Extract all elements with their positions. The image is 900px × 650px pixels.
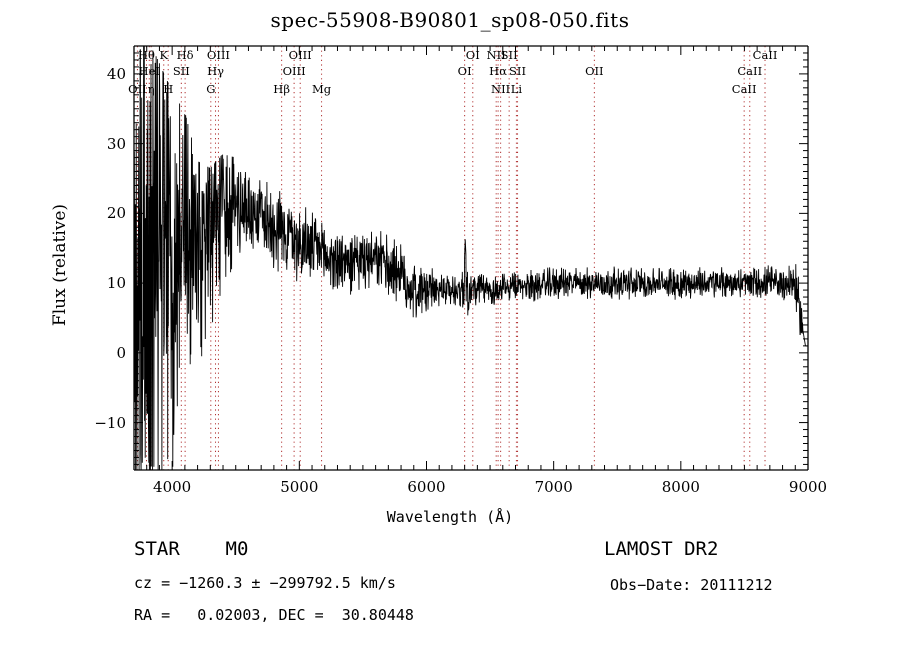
- y-tick-label-30: 30: [106, 134, 126, 153]
- line-label-NII-6548: NII: [486, 48, 506, 62]
- y-axis-label: Flux (relative): [50, 203, 70, 327]
- x-tick-label-4000: 4000: [153, 478, 192, 496]
- line-label-Li-6707: Li: [510, 82, 523, 96]
- x-tick-label-6000: 6000: [407, 478, 446, 496]
- line-label-HeI-3820: HeI: [138, 64, 160, 78]
- line-label-OIII-4364: OIII: [206, 48, 230, 62]
- y-tick-label--10: −10: [94, 413, 126, 432]
- line-label-SII-6650: SII: [500, 48, 518, 62]
- y-tick-label-20: 20: [106, 204, 126, 223]
- spectrum-trace: [133, 45, 808, 471]
- line-label-K-3934: K: [159, 48, 169, 62]
- line-label-OII-7320: OII: [585, 64, 604, 78]
- plot-axes: [133, 45, 809, 471]
- line-label-H-3798: Hθ: [137, 48, 155, 62]
- page-title: spec-55908-B90801_sp08-050.fits: [270, 8, 630, 32]
- line-label-G-4304: G: [206, 82, 216, 96]
- line-label-OI-6364: OI: [465, 48, 480, 62]
- line-label-CaII-8662: CaII: [752, 48, 778, 62]
- survey-text: LAMOST DR2: [604, 538, 719, 560]
- y-tick-label-10: 10: [106, 274, 126, 293]
- x-tick-label-7000: 7000: [534, 478, 573, 496]
- object-class-text: STAR M0: [134, 538, 249, 560]
- spectrum-flux-line: [133, 45, 808, 471]
- line-label-NII-6583: NII: [491, 82, 511, 96]
- x-axis-label: Wavelength (Å): [386, 508, 514, 526]
- line-label-OIII-4959: OIII: [282, 64, 306, 78]
- line-label-OIII-5007: OIII: [288, 48, 312, 62]
- x-tick-label-8000: 8000: [661, 478, 700, 496]
- line-label-H-4861: Hβ: [273, 82, 290, 96]
- line-label-OI-6300: OI: [457, 64, 472, 78]
- y-tick-label-0: 0: [116, 343, 126, 362]
- x-tick-label-5000: 5000: [280, 478, 319, 496]
- line-label-OII-3727: OII: [128, 82, 147, 96]
- line-label-CaII-8498: CaII: [731, 82, 757, 96]
- line-label-Mg-5175: Mg: [311, 82, 332, 96]
- line-label-SII-4072: SII: [172, 64, 190, 78]
- line-label-SII-6716: SII: [509, 64, 527, 78]
- line-label-H-6563: Hα: [489, 64, 507, 78]
- coordinates-text: RA = 0.02003, DEC = 30.80448: [134, 606, 414, 624]
- x-tick-label-9000: 9000: [788, 478, 828, 496]
- y-tick-label-40: 40: [106, 64, 126, 83]
- line-label-H-3969: H: [163, 82, 174, 96]
- line-label-H-4102: Hδ: [176, 48, 194, 62]
- obs-date-text: Obs−Date: 20111212: [610, 576, 773, 594]
- line-label-CaII-8542: CaII: [737, 64, 763, 78]
- redshift-text: cz = −1260.3 ± −299792.5 km/s: [134, 574, 396, 592]
- line-label--3835: η: [147, 82, 155, 96]
- line-label-H-4341: Hγ: [207, 64, 224, 78]
